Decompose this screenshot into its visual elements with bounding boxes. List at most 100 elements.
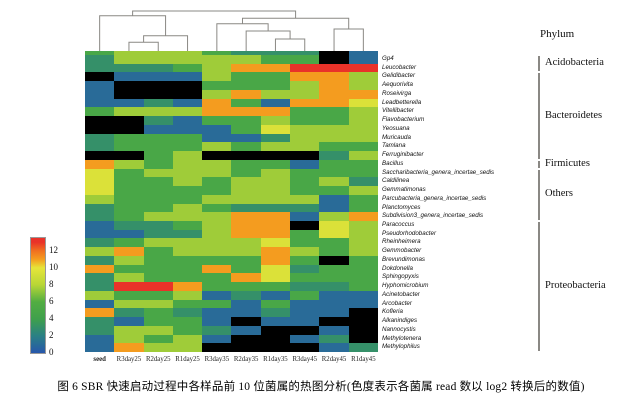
- heatmap-cell: [231, 186, 261, 195]
- heatmap-cell: [348, 273, 378, 283]
- heatmap-cell: [348, 325, 378, 335]
- row-label: Planctomyces: [382, 203, 421, 211]
- heatmap-cell: [290, 212, 320, 221]
- heatmap-cell: [172, 299, 203, 309]
- heatmap-cell: [260, 299, 291, 309]
- heatmap-cell: [290, 299, 320, 309]
- heatmap-cell: [114, 98, 144, 108]
- heatmap-cell: [114, 264, 144, 274]
- heatmap-cell: [85, 194, 115, 204]
- heatmap-cell: [114, 55, 144, 64]
- heatmap-cell: [319, 133, 349, 143]
- heatmap-cell: [143, 238, 173, 248]
- row-label: Brevundimonas: [382, 255, 425, 263]
- heatmap-cell: [143, 308, 173, 318]
- heatmap-cell: [260, 229, 291, 239]
- heatmap-cell: [172, 89, 203, 99]
- heatmap-cell: [348, 63, 378, 73]
- heatmap-cell: [172, 229, 203, 239]
- heatmap-cell: [143, 168, 173, 178]
- heatmap-cell: [143, 220, 173, 230]
- heatmap-cell: [172, 63, 203, 73]
- heatmap-cell: [290, 282, 320, 291]
- heatmap-cell: [231, 220, 261, 230]
- heatmap-cell: [260, 317, 291, 326]
- heatmap-cell: [290, 203, 320, 213]
- heatmap-cell: [85, 308, 115, 318]
- heatmap-cell: [172, 107, 203, 117]
- heatmap-cell: [172, 290, 203, 300]
- heatmap-cell: [348, 168, 378, 178]
- heatmap-cell: [114, 89, 144, 99]
- heatmap-cell: [172, 133, 203, 143]
- heatmap-cell: [231, 273, 261, 283]
- heatmap-cell: [114, 107, 144, 117]
- heatmap-cell: [85, 107, 115, 117]
- heatmap-cell: [202, 238, 232, 248]
- heatmap-cell: [202, 325, 232, 335]
- heatmap-cell: [143, 55, 173, 64]
- legend-tick: 8: [49, 278, 54, 289]
- heatmap-cell: [114, 325, 144, 335]
- heatmap-cell: [348, 220, 378, 230]
- heatmap-cell: [348, 247, 378, 256]
- dendrogram-branch: [143, 35, 189, 51]
- heatmap-cell: [172, 55, 203, 64]
- heatmap-cell: [114, 168, 144, 178]
- heatmap-cell: [143, 203, 173, 213]
- heatmap-cell: [172, 124, 203, 134]
- row-label: Flavobacterium: [382, 116, 425, 124]
- heatmap-cell: [319, 290, 349, 300]
- heatmap-cell: [85, 247, 115, 256]
- heatmap-cell: [172, 212, 203, 221]
- heatmap-cell: [143, 282, 173, 291]
- heatmap-cell: [348, 159, 378, 169]
- row-label: Gp4: [382, 55, 394, 62]
- heatmap-cell: [260, 142, 291, 152]
- phylum-bracket: [538, 221, 540, 351]
- heatmap-cell: [143, 247, 173, 256]
- heatmap-cell: [114, 282, 144, 291]
- heatmap-cell: [260, 220, 291, 230]
- heatmap-cell: [319, 238, 349, 248]
- heatmap-cell: [260, 334, 291, 344]
- heatmap-cell: [260, 55, 291, 64]
- heatmap-cell: [172, 177, 203, 187]
- heatmap-cell: [231, 203, 261, 213]
- heatmap-cell: [260, 124, 291, 134]
- heatmap-cell: [202, 317, 232, 326]
- column-label: R2day35: [233, 356, 259, 363]
- heatmap-cell: [290, 343, 320, 352]
- column-annotation-strip: [85, 51, 378, 55]
- heatmap-cell: [319, 116, 349, 125]
- heatmap-cell: [231, 290, 261, 300]
- heatmap-cell: [319, 63, 349, 73]
- heatmap-cell: [290, 124, 320, 134]
- heatmap-cell: [202, 264, 232, 274]
- heatmap-cell: [231, 55, 261, 64]
- heatmap-cell: [290, 273, 320, 283]
- heatmap-cell: [114, 194, 144, 204]
- heatmap-cell: [114, 220, 144, 230]
- heatmap-cell: [348, 55, 378, 64]
- heatmap-cell: [348, 212, 378, 221]
- heatmap-cell: [348, 124, 378, 134]
- heatmap-cell: [348, 238, 378, 248]
- heatmap-cell: [114, 247, 144, 256]
- heatmap-cell: [143, 72, 173, 82]
- heatmap-cell: [172, 159, 203, 169]
- heatmap-cell: [172, 325, 203, 335]
- row-label: Acinetobacter: [382, 290, 420, 298]
- heatmap-cell: [143, 116, 173, 125]
- heatmap-cell: [290, 194, 320, 204]
- heatmap-cell: [260, 63, 291, 73]
- heatmap-cell: [114, 186, 144, 195]
- column-annotation-cell: [114, 51, 144, 55]
- heatmap-cell: [319, 325, 349, 335]
- column-label: R2day45: [321, 356, 347, 363]
- heatmap-cell: [172, 282, 203, 291]
- heatmap-cell: [143, 264, 173, 274]
- row-label: Nannocystis: [382, 325, 416, 333]
- heatmap-cell: [290, 177, 320, 187]
- heatmap-cell: [348, 299, 378, 309]
